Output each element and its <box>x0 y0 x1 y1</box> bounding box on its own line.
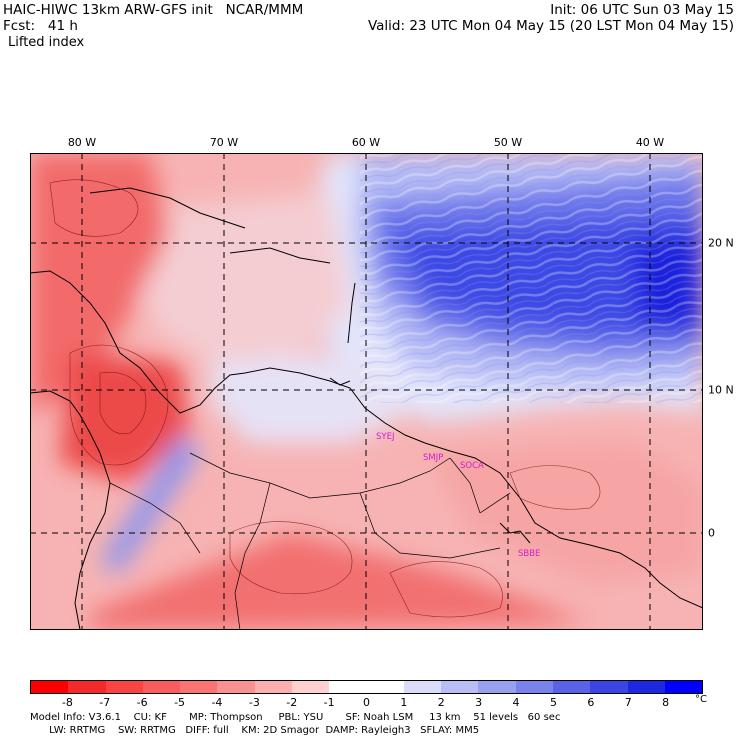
li-contours <box>49 179 601 618</box>
color-scale-tick-label: 1 <box>400 696 408 709</box>
longitude-label-70w: 70 W <box>209 136 239 149</box>
color-swatch <box>552 681 591 693</box>
color-scale-tick-label: -4 <box>211 696 223 709</box>
color-scale-tick-label: 5 <box>549 696 557 709</box>
latitude-label-equator: 0 <box>708 526 715 540</box>
latitude-label-10n: 10 N <box>708 383 734 397</box>
color-swatch <box>105 681 143 693</box>
color-swatch <box>515 681 553 693</box>
valid-time: Valid: 23 UTC Mon 04 May 15 (20 LST Mon … <box>367 18 734 34</box>
forecast-hour: Fcst: 41 h <box>3 18 78 34</box>
color-swatch <box>664 681 703 693</box>
color-scale-tick-label: -3 <box>248 696 260 709</box>
model-title: HAIC-HIWC 13km ARW-GFS init NCAR/MMM <box>3 2 304 18</box>
init-time: Init: 06 UTC Sun 03 May 15 <box>550 2 734 18</box>
longitude-label-40w: 40 W <box>635 136 665 149</box>
color-swatch <box>142 681 181 693</box>
color-swatch <box>478 681 516 693</box>
color-swatch <box>329 681 367 693</box>
color-scale-tick-label: -8 <box>61 696 73 709</box>
color-scale-tick-label: -2 <box>286 696 298 709</box>
color-scale-tick-label: 4 <box>512 696 520 709</box>
station-label-smjp: SMJP <box>423 453 444 463</box>
coastlines <box>30 187 703 630</box>
station-label-soca: SOCA <box>460 461 484 471</box>
color-scale-tick-label: 0 <box>363 696 370 709</box>
field-name: Lifted index <box>8 35 85 50</box>
color-scale-bar <box>30 680 703 694</box>
color-scale-tick-label: -1 <box>323 696 335 709</box>
color-swatch <box>590 681 628 693</box>
color-scale-tick-label: -5 <box>174 696 186 709</box>
color-swatch <box>31 681 69 693</box>
color-swatch <box>627 681 665 693</box>
color-swatch <box>366 681 404 693</box>
lifted-index-map <box>30 153 703 630</box>
latitude-label-20n: 20 N <box>708 236 734 250</box>
longitude-label-80w: 80 W <box>67 136 97 149</box>
color-scale-tick-label: 8 <box>662 696 670 709</box>
color-swatch <box>291 681 330 693</box>
color-scale-tick-label: -6 <box>136 696 148 709</box>
lat-lon-grid <box>30 153 703 630</box>
color-scale-tick-label: 2 <box>437 696 445 709</box>
country-borders <box>109 452 511 630</box>
physics-info-line: LW: RRTMG SW: RRTMG DIFF: full KM: 2D Sm… <box>30 725 480 736</box>
color-scale-tick-label: 6 <box>587 696 595 709</box>
station-label-syej: SYEJ <box>376 432 395 442</box>
map-frame <box>30 153 703 630</box>
color-swatch <box>217 681 255 693</box>
color-scale-tick-label: -7 <box>99 696 111 709</box>
field-texture <box>360 153 703 403</box>
color-swatch <box>68 681 106 693</box>
longitude-label-60w: 60 W <box>351 136 381 149</box>
color-swatch <box>441 681 479 693</box>
color-swatch <box>180 681 218 693</box>
longitude-label-50w: 50 W <box>493 136 523 149</box>
color-swatch <box>254 681 292 693</box>
color-swatch <box>403 681 442 693</box>
color-scale-tick-label: 3 <box>475 696 483 709</box>
color-scale-unit: °C <box>695 694 707 705</box>
color-scale-tick-label: 7 <box>624 696 632 709</box>
station-label-sbbe: SBBE <box>518 549 541 559</box>
model-info-line: Model Info: V3.6.1 CU: KF MP: Thompson P… <box>30 712 561 723</box>
